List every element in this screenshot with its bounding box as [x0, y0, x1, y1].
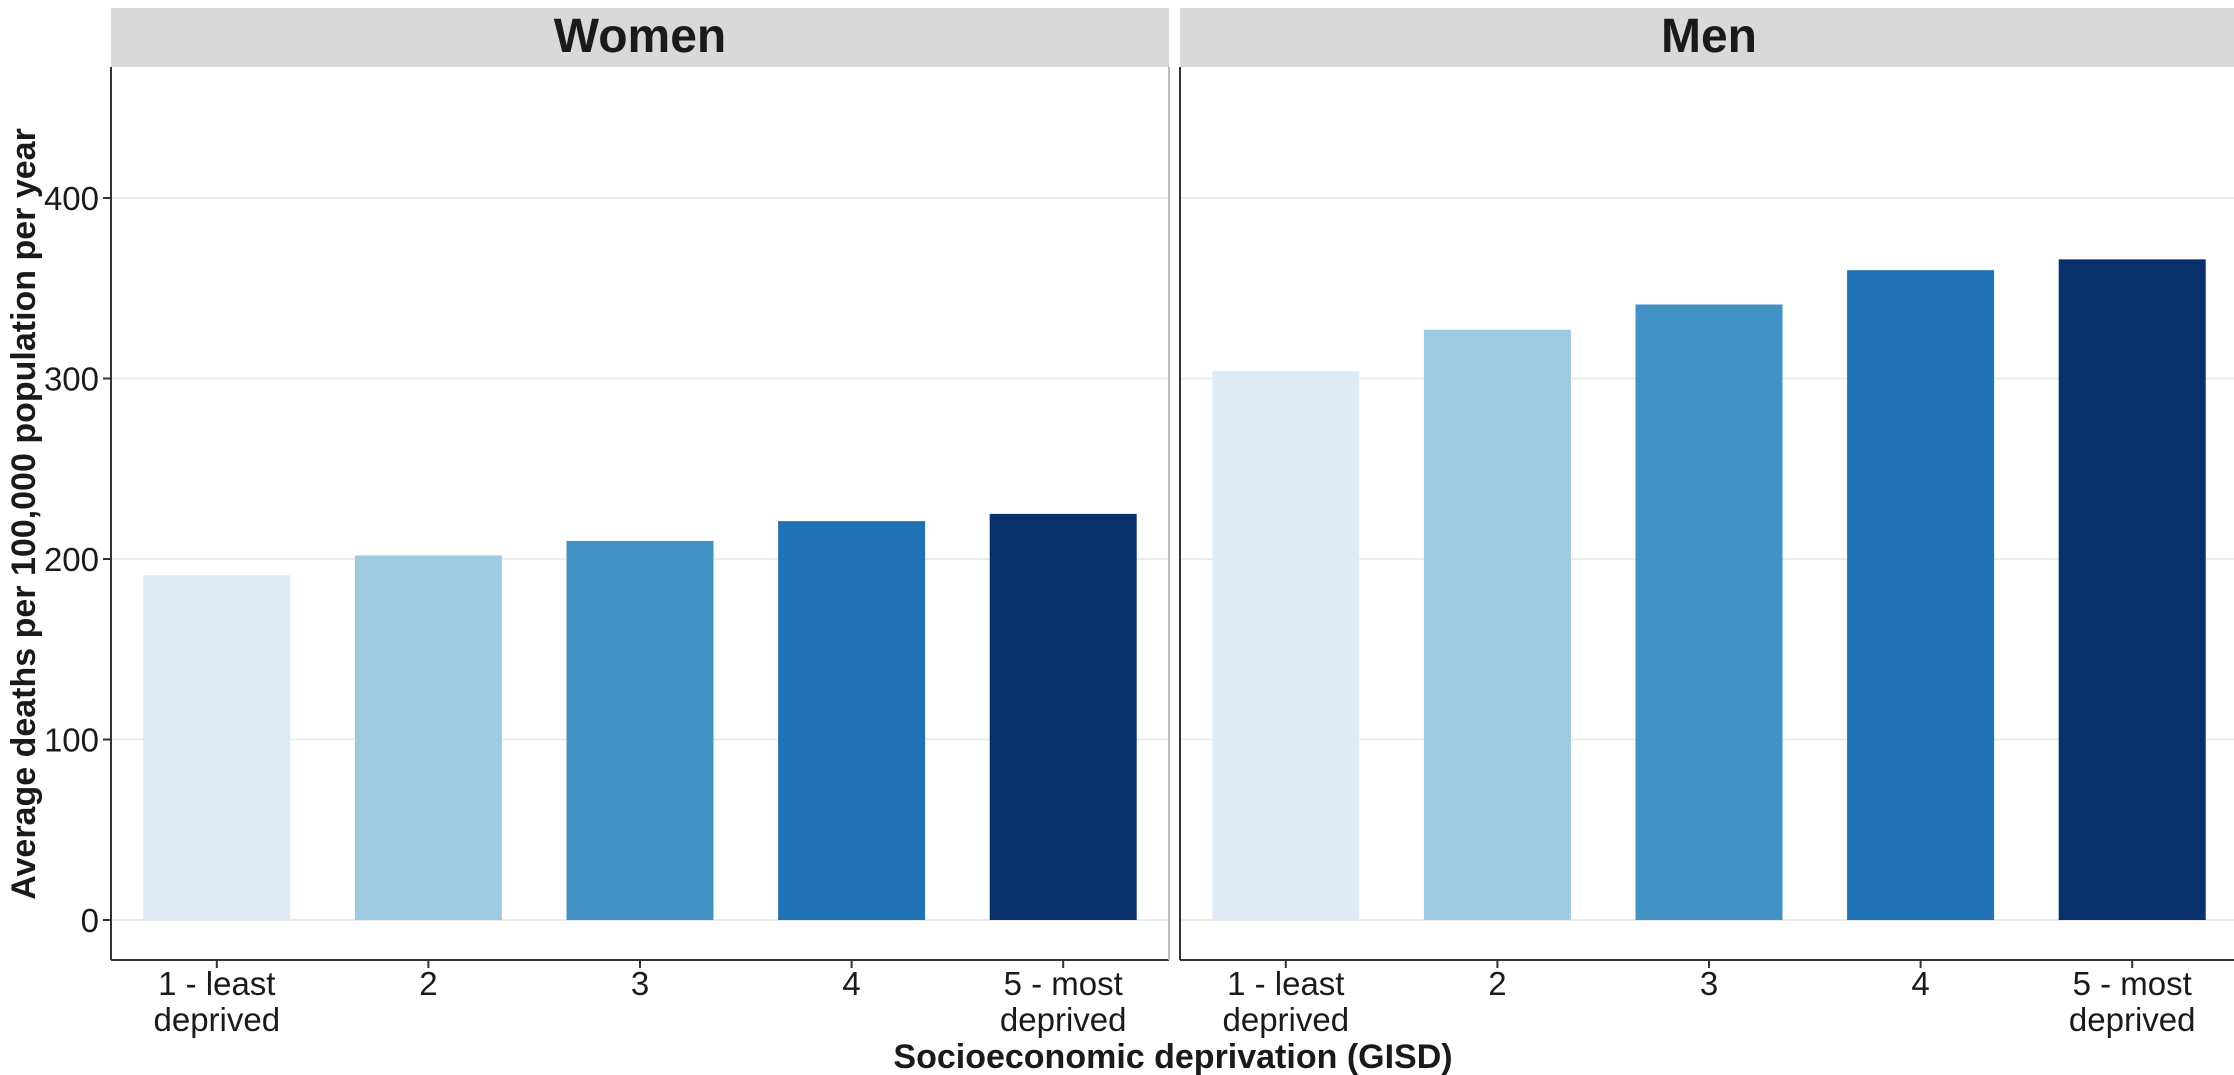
y-tick-label: 300: [44, 361, 99, 398]
x-tick-label: 2: [419, 965, 437, 1002]
bar-women-5: [989, 513, 1137, 920]
y-tick-label: 400: [44, 180, 99, 217]
chart-panels: Women 1 - least deprived 2 3 4 5 - most deprive…: [44, 8, 2234, 1038]
facet-title: Men: [1661, 10, 1757, 63]
bar-men-3: [1635, 304, 1783, 920]
facet-panel-women: Women 1 - least deprived 2 3 4 5 - most deprive…: [44, 8, 1170, 1038]
bar-women-2: [354, 555, 502, 920]
bar-women-4: [778, 521, 926, 920]
x-tick-label: 1 - least deprived: [154, 965, 281, 1038]
y-axis-title: Average deaths per 100,000 population pe…: [5, 128, 43, 900]
facet-strip: [111, 8, 1169, 67]
bar-women-1: [143, 575, 291, 920]
bar-women-3: [566, 540, 714, 920]
y-tick-label: 0: [81, 902, 99, 939]
x-tick-label: 4: [1911, 965, 1929, 1002]
facet-title: Women: [554, 10, 726, 63]
bar-men-5: [2058, 259, 2206, 920]
bar-men-2: [1423, 329, 1571, 920]
y-tick-label: 200: [44, 541, 99, 578]
bar-men-4: [1847, 270, 1995, 920]
x-tick-label: 5 - most deprived: [2069, 965, 2196, 1038]
x-tick-label: 3: [1700, 965, 1718, 1002]
x-axis-title: Socioeconomic deprivation (GISD): [893, 1038, 1452, 1075]
facet-panel-men: Men 1 - least deprived 2 3 4 5 - most deprived: [1179, 8, 2234, 1038]
y-tick-label: 100: [44, 722, 99, 759]
x-tick-label: 3: [631, 965, 649, 1002]
facet-strip: [1180, 8, 2234, 67]
x-tick-label: 4: [842, 965, 860, 1002]
x-tick-label: 2: [1488, 965, 1506, 1002]
x-tick-label: 1 - least deprived: [1223, 965, 1350, 1038]
bar-men-1: [1212, 371, 1360, 920]
x-tick-label: 5 - most deprived: [1000, 965, 1127, 1038]
